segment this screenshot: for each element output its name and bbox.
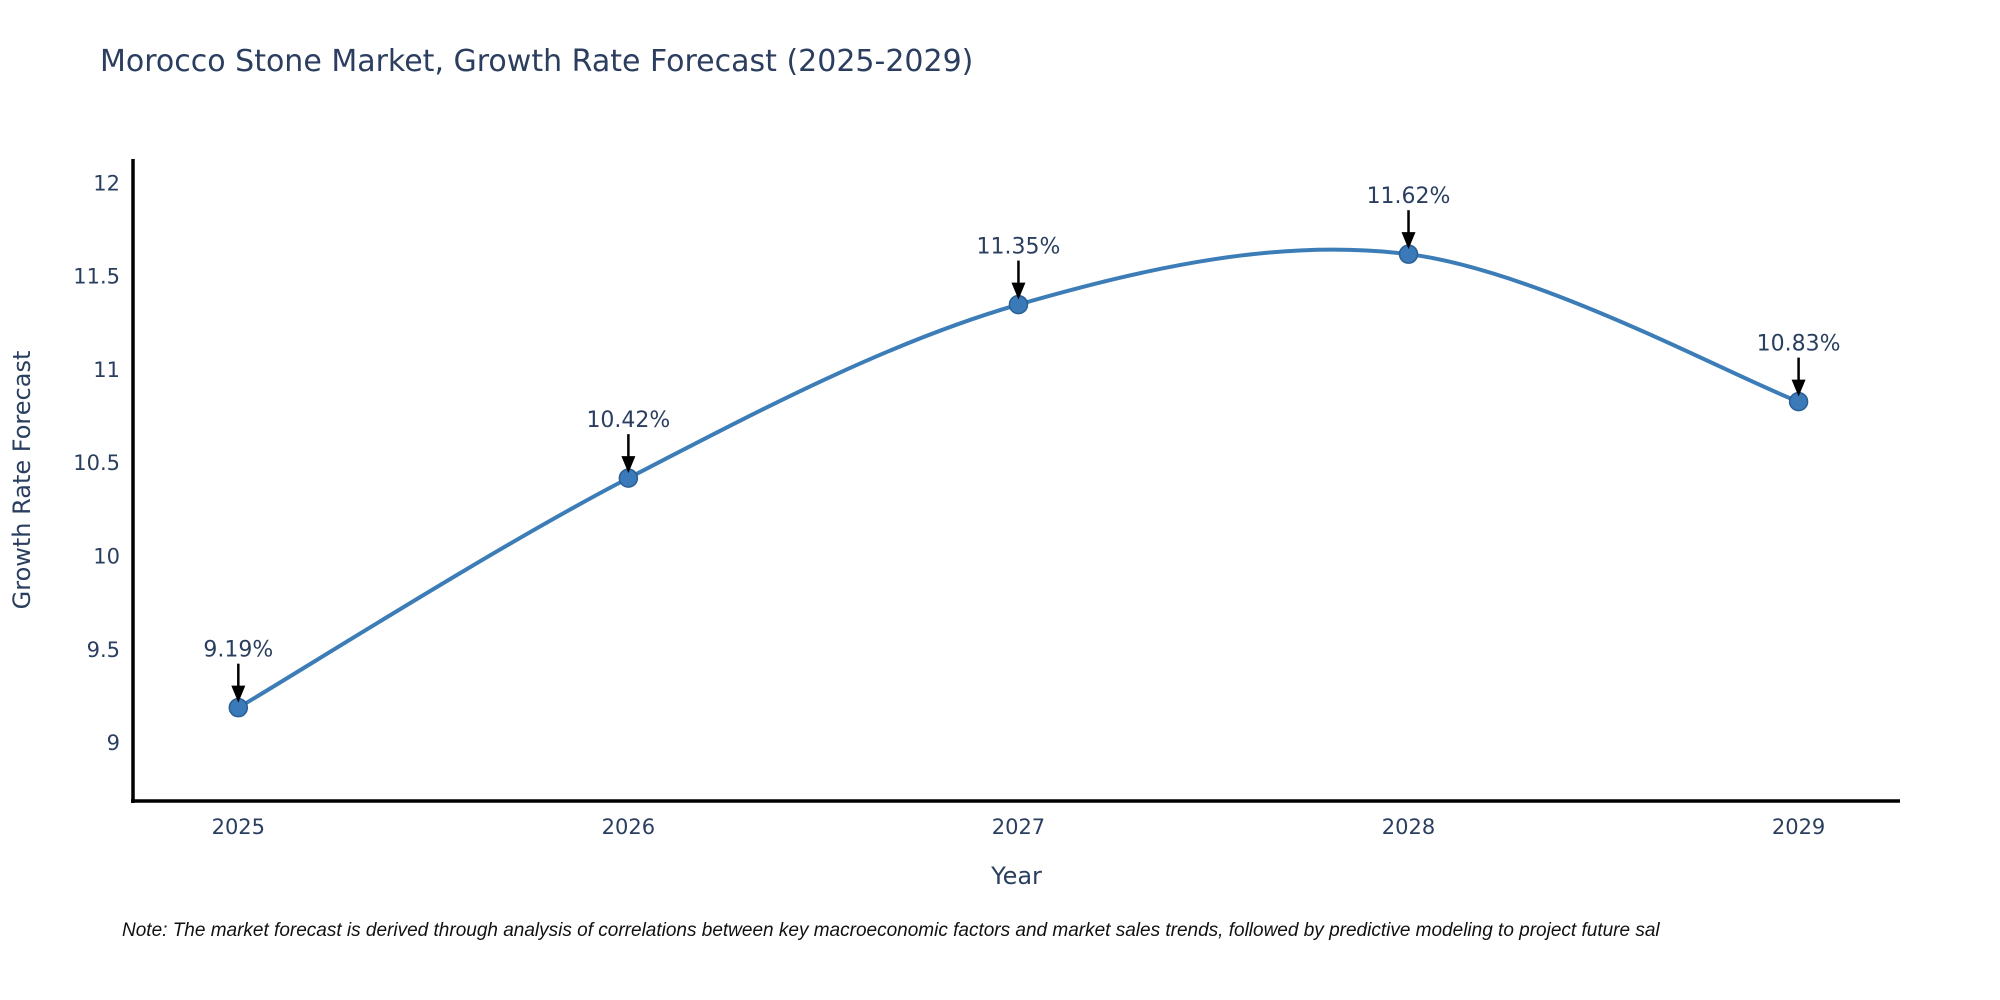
y-tick-label: 9.5 (87, 638, 120, 662)
y-tick-label: 10 (93, 545, 120, 569)
y-tick-label: 10.5 (73, 451, 120, 475)
x-tick-label: 2029 (1772, 815, 1825, 839)
x-tick-label: 2025 (212, 815, 265, 839)
annotation-arrow-head (1791, 379, 1806, 397)
y-axis-title: Growth Rate Forecast (8, 351, 36, 610)
annotation-arrow-head (231, 685, 246, 703)
annotation-arrow-head (621, 456, 636, 474)
series-line (236, 247, 1801, 710)
x-tick-label: 2026 (602, 815, 655, 839)
point-annotation-label: 11.35% (977, 235, 1061, 260)
point-annotation-label: 11.62% (1367, 184, 1451, 209)
y-tick-label: 11 (93, 358, 120, 382)
annotation-arrow-head (1011, 282, 1026, 300)
point-annotation-label: 10.83% (1757, 332, 1841, 357)
annotation-arrow-head (1401, 232, 1416, 250)
point-annotation-label: 9.19% (203, 638, 273, 663)
point-annotation-label: 10.42% (586, 408, 670, 433)
chart-title: Morocco Stone Market, Growth Rate Foreca… (100, 44, 974, 79)
y-tick-label: 11.5 (73, 265, 120, 289)
y-tick-label: 12 (93, 171, 120, 195)
x-axis-title: Year (990, 862, 1042, 890)
x-tick-label: 2027 (992, 815, 1045, 839)
x-tick-label: 2028 (1382, 815, 1435, 839)
y-tick-label: 9 (107, 731, 120, 755)
chart-footnote: Note: The market forecast is derived thr… (122, 920, 1660, 941)
